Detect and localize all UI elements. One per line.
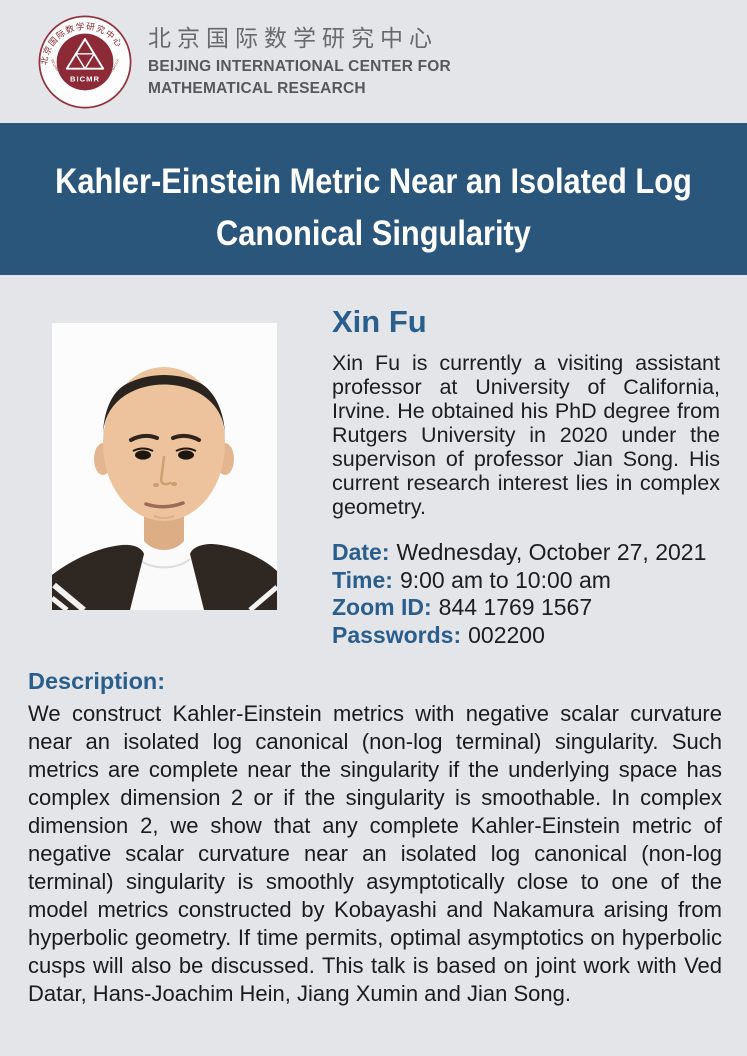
date-label: Date: [332,539,390,565]
org-name-english-line1: BEIJING INTERNATIONAL CENTER FOR [148,58,451,75]
speaker-info-column: Xin Fu Xin Fu is currently a visiting as… [332,304,720,649]
meta-row-date: Date: Wednesday, October 27, 2021 [332,539,720,567]
org-name-english: BEIJING INTERNATIONAL CENTER FOR MATHEMA… [148,56,451,100]
org-names: 北京国际数学研究中心 BEIJING INTERNATIONAL CENTER … [148,24,451,100]
passwords-label: Passwords: [332,621,462,648]
date-value: Wednesday, October 27, 2021 [396,539,707,565]
description-body: We construct Kahler-Einstein metrics wit… [28,701,722,1006]
time-label: Time: [332,566,393,593]
event-meta: Date: Wednesday, October 27, 2021 Time: 9:… [332,539,720,649]
speaker-photo [50,323,279,613]
meta-row-passwords: Passwords: 002200 [332,622,720,650]
description-heading: Description: [28,668,166,694]
talk-title-line2: Canonical Singularity [216,214,531,253]
bicmr-seal-icon: 北京国际数学研究中心 BEIJING INTERNATIONAL CENTER … [36,11,133,110]
seal-acronym: BICMR [70,75,100,84]
header: 北京国际数学研究中心 BEIJING INTERNATIONAL CENTER … [0,0,747,123]
passwords-value: 002200 [468,621,545,648]
zoom-id-label: Zoom ID: [332,594,432,620]
org-name-english-line2: MATHEMATICAL RESEARCH [148,80,366,97]
description-section: Description: We construct Kahler-Einstei… [28,666,722,1008]
speaker-portrait-illustration [50,323,279,613]
bicmr-seal-svg: 北京国际数学研究中心 BEIJING INTERNATIONAL CENTER … [36,11,132,109]
org-name-chinese: 北京国际数学研究中心 [148,25,438,51]
speaker-bio: Xin Fu is currently a visiting assistant… [332,351,720,519]
zoom-id-value: 844 1769 1567 [438,594,593,620]
time-value: 9:00 am to 10:00 am [399,566,611,593]
seal-inner-circle [56,33,114,91]
title-banner: Kahler-Einstein Metric Near an Isolated … [0,123,747,275]
talk-title-line1: Kahler-Einstein Metric Near an Isolated … [55,162,692,201]
meta-row-zoom-id: Zoom ID: 844 1769 1567 [332,594,720,622]
speaker-name: Xin Fu [332,304,427,339]
title-banner-inner: Kahler-Einstein Metric Near an Isolated … [45,123,702,260]
meta-row-time: Time: 9:00 am to 10:00 am [332,567,720,595]
seal-triangle-mark [65,38,105,70]
